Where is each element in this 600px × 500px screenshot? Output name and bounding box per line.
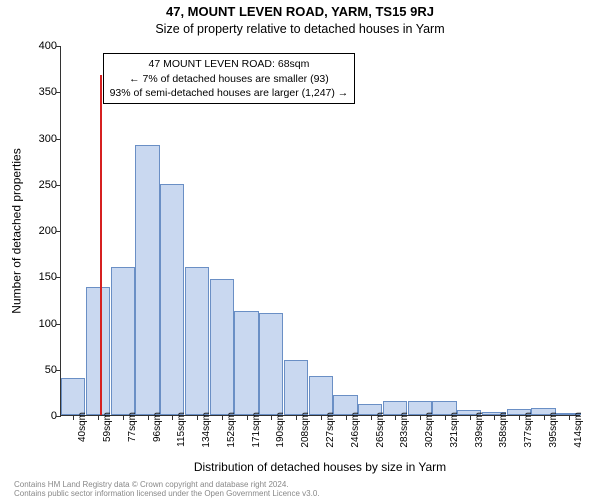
- footer-line-1: Contains HM Land Registry data © Crown c…: [14, 480, 320, 489]
- histogram-bar: [309, 376, 333, 415]
- x-tick-label: 265sqm: [375, 412, 386, 448]
- y-tick-label: 250: [23, 179, 57, 191]
- x-tick-mark: [197, 415, 198, 420]
- x-tick-mark: [296, 415, 297, 420]
- x-tick-label: 358sqm: [498, 412, 509, 448]
- annotation-box: 47 MOUNT LEVEN ROAD: 68sqm← 7% of detach…: [103, 53, 356, 104]
- histogram-bar: [61, 378, 85, 415]
- x-tick-label: 208sqm: [300, 412, 311, 448]
- x-tick-label: 115sqm: [176, 412, 187, 447]
- x-tick-label: 40sqm: [77, 412, 88, 442]
- x-tick-mark: [494, 415, 495, 420]
- x-tick-mark: [321, 415, 322, 420]
- x-tick-label: 59sqm: [102, 412, 113, 442]
- annotation-line: ← 7% of detached houses are smaller (93): [110, 72, 349, 86]
- x-tick-mark: [470, 415, 471, 420]
- x-tick-mark: [148, 415, 149, 420]
- x-tick-label: 414sqm: [573, 412, 584, 448]
- histogram-bar: [185, 267, 209, 415]
- y-tick-mark: [56, 416, 61, 417]
- x-tick-mark: [346, 415, 347, 420]
- x-tick-label: 227sqm: [325, 412, 336, 448]
- y-tick-label: 50: [23, 364, 57, 376]
- y-tick-label: 400: [23, 40, 57, 52]
- x-tick-label: 395sqm: [548, 412, 559, 448]
- x-tick-mark: [98, 415, 99, 420]
- y-tick-mark: [56, 324, 61, 325]
- x-tick-mark: [569, 415, 570, 420]
- x-tick-label: 302sqm: [424, 412, 435, 448]
- chart-title-main: 47, MOUNT LEVEN ROAD, YARM, TS15 9RJ: [0, 4, 600, 19]
- y-tick-mark: [56, 277, 61, 278]
- x-tick-label: 96sqm: [152, 412, 163, 442]
- x-tick-mark: [172, 415, 173, 420]
- x-tick-label: 246sqm: [350, 412, 361, 448]
- chart-footer: Contains HM Land Registry data © Crown c…: [14, 480, 320, 498]
- x-tick-label: 377sqm: [523, 412, 534, 448]
- y-tick-label: 200: [23, 225, 57, 237]
- x-tick-mark: [271, 415, 272, 420]
- y-axis-label: Number of detached properties: [10, 46, 24, 416]
- marker-line: [100, 75, 102, 415]
- x-tick-label: 190sqm: [275, 412, 286, 448]
- x-tick-mark: [544, 415, 545, 420]
- x-tick-mark: [73, 415, 74, 420]
- x-tick-mark: [123, 415, 124, 420]
- x-axis-label: Distribution of detached houses by size …: [60, 460, 580, 474]
- histogram-bar: [284, 360, 308, 416]
- y-tick-label: 150: [23, 271, 57, 283]
- y-tick-label: 100: [23, 318, 57, 330]
- x-tick-mark: [247, 415, 248, 420]
- histogram-bar: [86, 287, 110, 415]
- y-tick-mark: [56, 231, 61, 232]
- x-tick-label: 171sqm: [251, 412, 262, 448]
- histogram-bar: [160, 184, 184, 415]
- y-tick-mark: [56, 139, 61, 140]
- x-tick-label: 134sqm: [201, 412, 212, 448]
- chart-title-sub: Size of property relative to detached ho…: [0, 22, 600, 36]
- histogram-bar: [135, 145, 159, 415]
- histogram-bar: [234, 311, 258, 415]
- histogram-bar: [259, 313, 283, 415]
- y-tick-mark: [56, 370, 61, 371]
- y-tick-label: 0: [23, 410, 57, 422]
- y-tick-label: 300: [23, 133, 57, 145]
- x-tick-mark: [395, 415, 396, 420]
- histogram-bar: [111, 267, 135, 415]
- x-tick-mark: [445, 415, 446, 420]
- annotation-line: 47 MOUNT LEVEN ROAD: 68sqm: [110, 57, 349, 71]
- footer-line-2: Contains public sector information licen…: [14, 489, 320, 498]
- plot-area: 05010015020025030035040040sqm59sqm77sqm9…: [60, 46, 580, 416]
- x-tick-mark: [222, 415, 223, 420]
- x-tick-label: 152sqm: [226, 412, 237, 448]
- x-tick-mark: [420, 415, 421, 420]
- histogram-bar: [210, 279, 234, 415]
- x-tick-label: 77sqm: [127, 412, 138, 442]
- y-tick-mark: [56, 185, 61, 186]
- annotation-line: 93% of semi-detached houses are larger (…: [110, 86, 349, 100]
- y-tick-mark: [56, 46, 61, 47]
- x-tick-label: 321sqm: [449, 412, 460, 448]
- y-tick-mark: [56, 92, 61, 93]
- x-tick-mark: [519, 415, 520, 420]
- x-tick-mark: [371, 415, 372, 420]
- y-tick-label: 350: [23, 86, 57, 98]
- x-tick-label: 339sqm: [474, 412, 485, 448]
- chart-container: 47, MOUNT LEVEN ROAD, YARM, TS15 9RJ Siz…: [0, 0, 600, 500]
- x-tick-label: 283sqm: [399, 412, 410, 448]
